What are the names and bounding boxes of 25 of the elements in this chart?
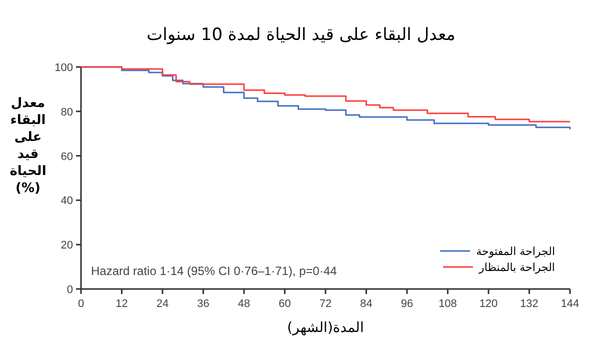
y-tick-label: 0 — [66, 284, 73, 296]
x-axis-title: المدة(الشهر) — [287, 320, 364, 336]
x-tick-label: 132 — [520, 298, 538, 310]
legend-label: الجراحة بالمنظار — [478, 261, 555, 274]
legend-label: الجراحة المفتوحة — [476, 245, 555, 258]
y-tick-label: 20 — [60, 240, 73, 252]
x-tick-label: 84 — [360, 298, 372, 310]
x-tick-label: 120 — [479, 298, 498, 310]
y-tick-label: 40 — [60, 195, 73, 208]
x-tick-label: 36 — [197, 298, 210, 310]
x-tick-label: 72 — [319, 298, 332, 310]
y-axis-title: معدل البقاء على قيد الحياة (%) — [8, 95, 48, 197]
annotation: Hazard ratio 1·14 (95% CI 0·76–1·71), p=0·44 — [91, 264, 338, 278]
x-tick-label: 108 — [438, 298, 457, 310]
x-tick-label: 96 — [400, 298, 414, 310]
x-tick-label: 144 — [560, 298, 580, 310]
x-tick-label: 0 — [78, 298, 84, 310]
y-tick-label: 80 — [60, 106, 73, 118]
chart-title: معدل البقاء على قيد الحياة لمدة 10 سنوات — [146, 25, 456, 45]
x-tick-label: 12 — [116, 298, 128, 310]
y-tick-label: 100 — [54, 62, 73, 74]
x-tick-label: 48 — [238, 298, 250, 310]
x-tick-label: 60 — [278, 298, 291, 310]
x-tick-label: 24 — [156, 298, 169, 310]
y-tick-label: 60 — [60, 150, 73, 163]
